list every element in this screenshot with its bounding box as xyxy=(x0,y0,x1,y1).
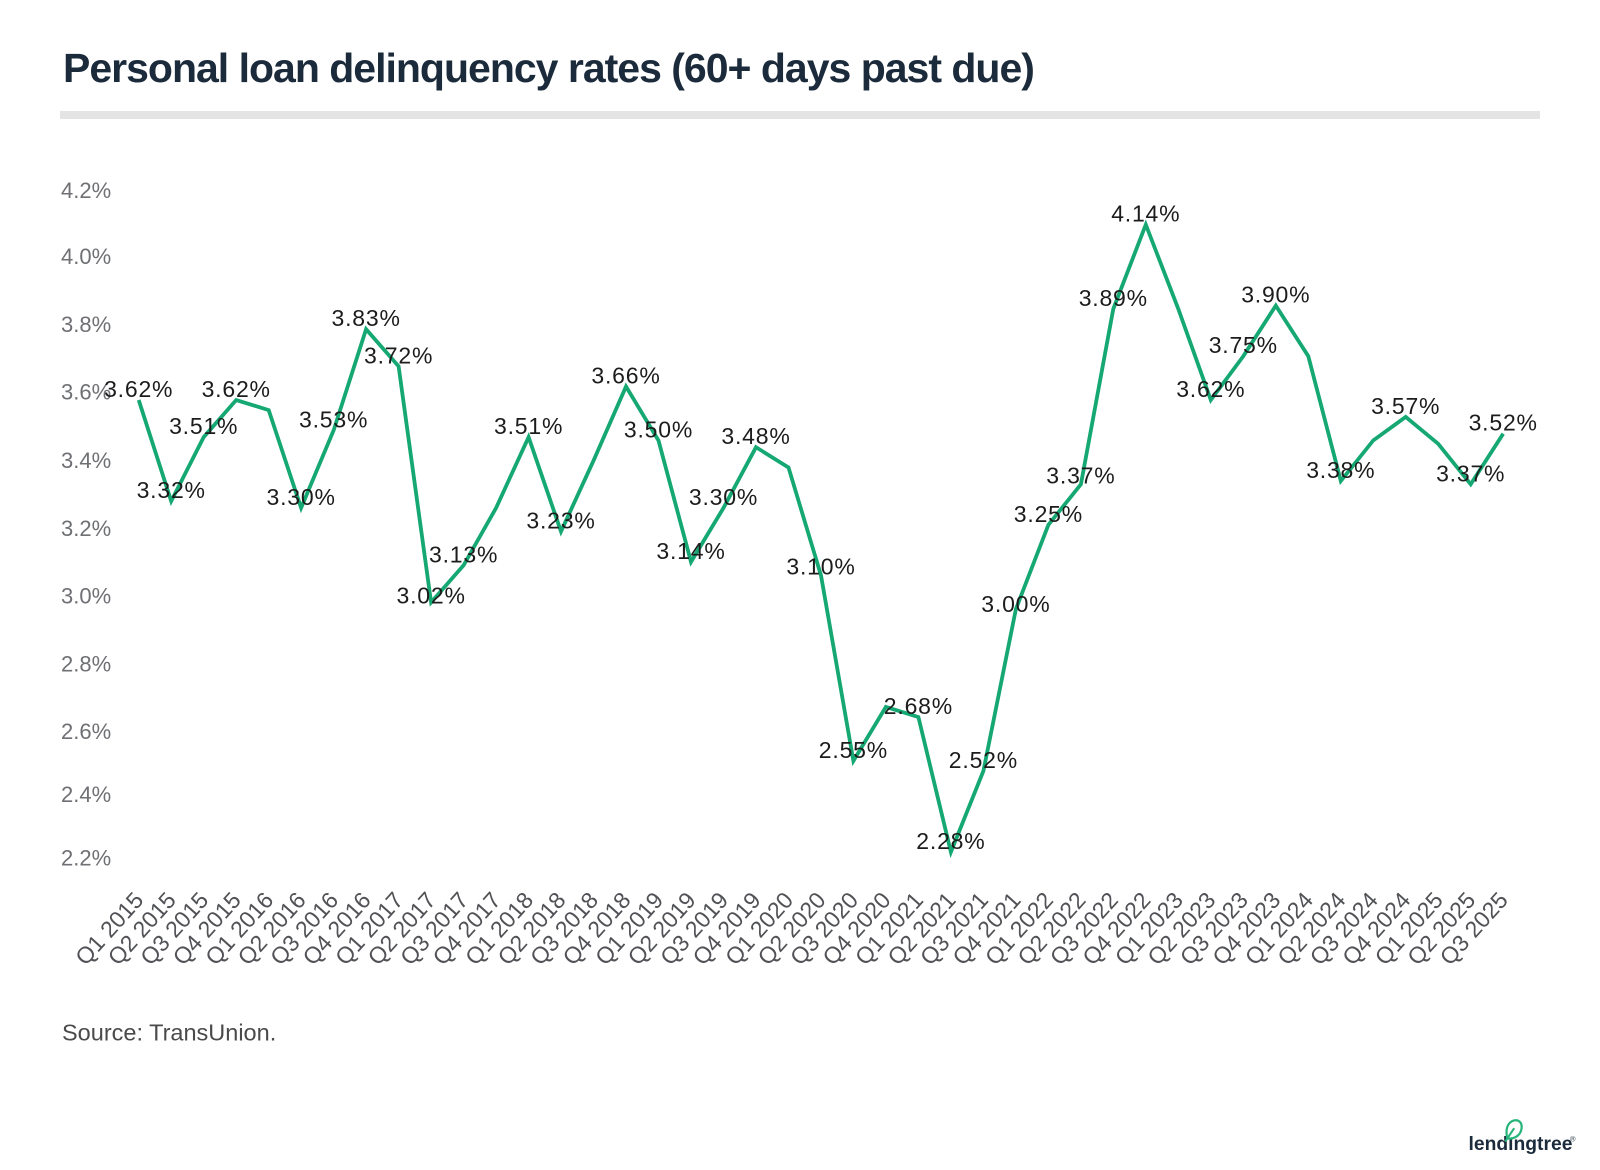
svg-text:3.53%: 3.53% xyxy=(299,406,368,432)
svg-text:3.32%: 3.32% xyxy=(137,477,206,503)
svg-text:Personal loan delinquency rate: Personal loan delinquency rates (60+ day… xyxy=(63,45,1034,91)
svg-text:3.57%: 3.57% xyxy=(1371,393,1440,419)
svg-text:3.37%: 3.37% xyxy=(1046,462,1115,488)
svg-text:3.02%: 3.02% xyxy=(396,582,465,608)
svg-text:3.51%: 3.51% xyxy=(169,413,238,439)
svg-text:2.28%: 2.28% xyxy=(916,828,985,854)
svg-text:3.30%: 3.30% xyxy=(689,484,758,510)
svg-text:2.52%: 2.52% xyxy=(949,747,1018,773)
svg-text:4.0%: 4.0% xyxy=(61,244,111,269)
svg-text:2.55%: 2.55% xyxy=(819,737,888,763)
svg-text:2.68%: 2.68% xyxy=(884,693,953,719)
svg-text:2.4%: 2.4% xyxy=(61,782,111,807)
svg-text:3.62%: 3.62% xyxy=(1176,376,1245,402)
svg-text:3.51%: 3.51% xyxy=(494,413,563,439)
svg-text:3.13%: 3.13% xyxy=(429,541,498,567)
svg-text:3.00%: 3.00% xyxy=(981,591,1050,617)
svg-text:3.50%: 3.50% xyxy=(624,417,693,443)
svg-text:3.75%: 3.75% xyxy=(1209,332,1278,358)
svg-text:3.10%: 3.10% xyxy=(786,553,855,579)
svg-text:3.89%: 3.89% xyxy=(1079,285,1148,311)
svg-text:3.38%: 3.38% xyxy=(1306,457,1375,483)
svg-text:3.90%: 3.90% xyxy=(1241,282,1310,308)
svg-text:3.4%: 3.4% xyxy=(61,448,111,473)
svg-text:3.6%: 3.6% xyxy=(61,380,111,405)
svg-text:Source: TransUnion.: Source: TransUnion. xyxy=(62,1020,276,1046)
svg-text:3.14%: 3.14% xyxy=(656,538,725,564)
svg-text:3.8%: 3.8% xyxy=(61,312,111,337)
svg-text:®: ® xyxy=(1570,1135,1576,1144)
svg-text:2.8%: 2.8% xyxy=(61,652,111,677)
svg-text:2.6%: 2.6% xyxy=(61,719,111,744)
svg-text:3.72%: 3.72% xyxy=(364,342,433,368)
svg-text:3.25%: 3.25% xyxy=(1014,501,1083,527)
svg-text:3.62%: 3.62% xyxy=(202,376,271,402)
svg-text:3.30%: 3.30% xyxy=(266,484,335,510)
svg-text:2.2%: 2.2% xyxy=(61,846,111,871)
svg-text:4.2%: 4.2% xyxy=(61,178,111,203)
svg-text:3.66%: 3.66% xyxy=(591,363,660,389)
svg-text:4.14%: 4.14% xyxy=(1111,201,1180,227)
svg-text:3.2%: 3.2% xyxy=(61,516,111,541)
svg-text:3.62%: 3.62% xyxy=(104,376,173,402)
svg-text:lendingtree: lendingtree xyxy=(1469,1134,1573,1155)
svg-text:3.23%: 3.23% xyxy=(526,508,595,534)
svg-text:3.83%: 3.83% xyxy=(331,305,400,331)
svg-text:3.0%: 3.0% xyxy=(61,584,111,609)
svg-text:3.48%: 3.48% xyxy=(721,423,790,449)
svg-text:3.37%: 3.37% xyxy=(1436,460,1505,486)
svg-text:3.52%: 3.52% xyxy=(1469,410,1538,436)
